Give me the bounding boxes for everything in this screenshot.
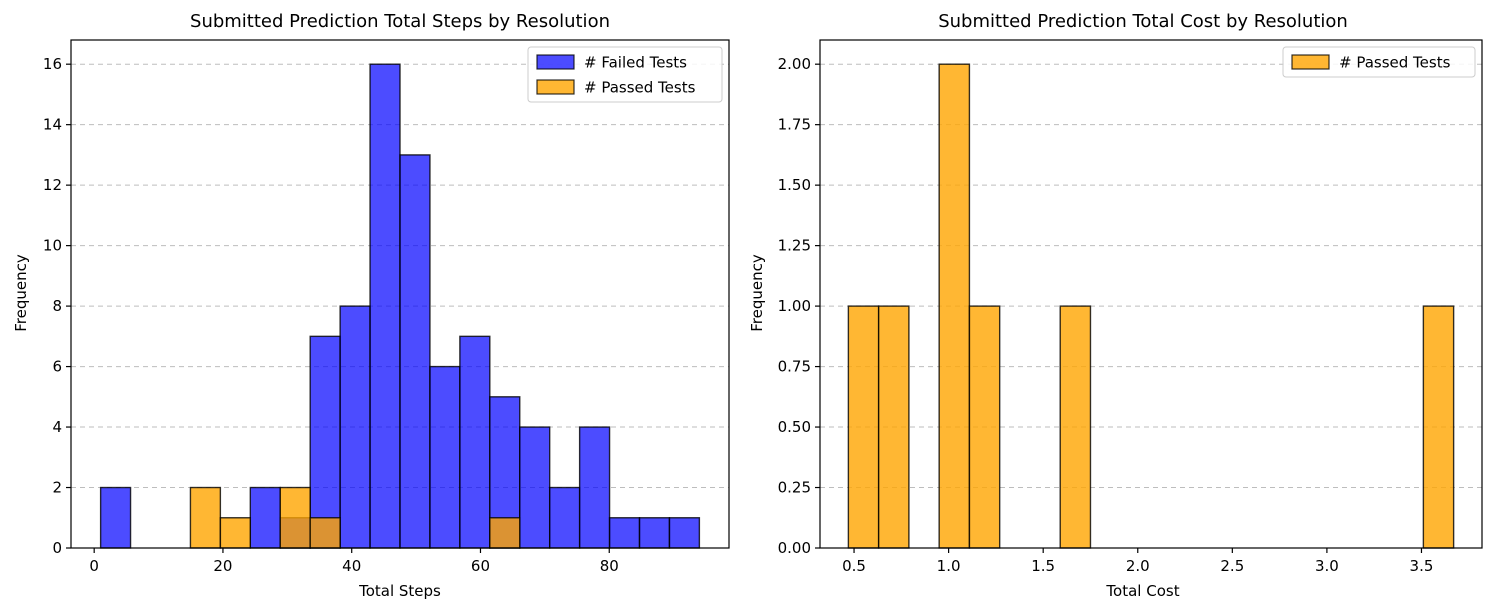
steps-x-tick-label: 60 bbox=[471, 557, 490, 575]
steps-bar-series-0 bbox=[369, 63, 401, 549]
cost-y-axis-label: Frequency bbox=[748, 254, 766, 332]
cost-y-tick-label: 1.25 bbox=[778, 237, 811, 255]
steps-y-tick-label: 14 bbox=[43, 116, 62, 134]
steps-bar-series-0 bbox=[429, 365, 461, 549]
cost-x-axis-label: Total Cost bbox=[1105, 582, 1179, 600]
steps-bar-series-0 bbox=[309, 335, 341, 549]
steps-y-tick-label: 6 bbox=[52, 358, 62, 376]
cost-chart-title: Submitted Prediction Total Cost by Resol… bbox=[938, 11, 1348, 32]
cost-y-ticks: 0.00 0.25 0.50 0.75 1.00 1.25 1.50 1.75 2.00 bbox=[778, 55, 820, 557]
cost-y-tick-label: 0.00 bbox=[778, 539, 811, 557]
steps-bar-series-0 bbox=[519, 426, 551, 549]
steps-x-tick-label: 20 bbox=[213, 557, 232, 575]
steps-y-axis-label: Frequency bbox=[12, 254, 30, 332]
cost-x-tick-label: 3.5 bbox=[1410, 557, 1434, 575]
cost-x-ticks: 0.5 1.0 1.5 2.0 2.5 3.0 3.5 bbox=[842, 548, 1433, 575]
steps-bar-series-0 bbox=[99, 486, 132, 549]
cost-x-tick-label: 1.5 bbox=[1031, 557, 1055, 575]
steps-y-tick-label: 12 bbox=[43, 176, 62, 194]
steps-legend-swatch bbox=[536, 79, 575, 95]
steps-y-tick-label: 10 bbox=[43, 237, 62, 255]
steps-bar-series-1 bbox=[489, 517, 521, 549]
steps-histogram-panel: Submitted Prediction Total Steps by Reso… bbox=[12, 11, 730, 600]
cost-y-tick-label: 2.00 bbox=[778, 55, 811, 73]
cost-bar-series-0 bbox=[968, 305, 1001, 549]
steps-bar-series-0 bbox=[668, 517, 701, 549]
cost-x-tick-label: 1.0 bbox=[937, 557, 961, 575]
steps-x-tick-label: 40 bbox=[342, 557, 361, 575]
cost-histogram-panel: Submitted Prediction Total Cost by Resol… bbox=[748, 11, 1483, 600]
cost-bar-series-0 bbox=[938, 63, 971, 549]
cost-legend-box bbox=[1282, 46, 1476, 78]
cost-legend: # Passed Tests bbox=[1282, 46, 1476, 78]
steps-bars bbox=[99, 63, 701, 549]
cost-bar-series-0 bbox=[877, 305, 910, 549]
cost-bar-series-0 bbox=[1422, 305, 1455, 549]
cost-bar-series-0 bbox=[1059, 305, 1092, 549]
steps-legend-swatch bbox=[536, 54, 575, 70]
cost-x-tick-label: 2.0 bbox=[1126, 557, 1150, 575]
steps-bar-series-1 bbox=[309, 517, 341, 549]
steps-x-ticks: 0 20 40 60 80 bbox=[89, 548, 619, 575]
steps-legend: # Failed Tests # Passed Tests bbox=[527, 46, 723, 103]
cost-bars bbox=[847, 63, 1455, 549]
steps-x-tick-label: 0 bbox=[89, 557, 99, 575]
steps-bar-series-0 bbox=[249, 486, 281, 549]
cost-legend-swatch bbox=[1291, 54, 1330, 70]
cost-grid bbox=[820, 63, 1482, 549]
cost-plot-frame bbox=[819, 39, 1483, 549]
steps-x-axis-label: Total Steps bbox=[358, 582, 441, 600]
cost-y-tick-label: 1.50 bbox=[778, 176, 811, 194]
steps-legend-label: # Failed Tests bbox=[584, 54, 687, 72]
steps-x-tick-label: 80 bbox=[600, 557, 619, 575]
steps-bar-series-0 bbox=[459, 335, 491, 549]
steps-legend-label: # Passed Tests bbox=[584, 79, 696, 97]
steps-y-tick-label: 4 bbox=[52, 418, 62, 436]
steps-bar-series-0 bbox=[608, 517, 641, 549]
steps-bar-series-1 bbox=[189, 486, 222, 549]
cost-y-tick-label: 0.25 bbox=[778, 479, 811, 497]
steps-y-tick-label: 16 bbox=[43, 55, 62, 73]
cost-x-tick-label: 2.5 bbox=[1220, 557, 1244, 575]
cost-x-tick-label: 3.0 bbox=[1315, 557, 1339, 575]
steps-bar-series-0 bbox=[548, 486, 581, 549]
steps-bar-series-0 bbox=[339, 305, 371, 549]
steps-y-tick-label: 2 bbox=[52, 479, 62, 497]
steps-y-ticks: 0 2 4 6 8 10 12 14 16 bbox=[43, 55, 71, 557]
cost-x-tick-label: 0.5 bbox=[842, 557, 866, 575]
steps-y-tick-label: 0 bbox=[52, 539, 62, 557]
steps-plot-frame bbox=[70, 39, 730, 549]
steps-y-tick-label: 8 bbox=[52, 297, 62, 315]
cost-y-tick-label: 0.50 bbox=[778, 418, 811, 436]
cost-bar-series-0 bbox=[847, 305, 880, 549]
steps-chart-title: Submitted Prediction Total Steps by Reso… bbox=[190, 11, 610, 32]
steps-legend-box bbox=[527, 46, 723, 103]
cost-y-tick-label: 0.75 bbox=[778, 358, 811, 376]
cost-legend-label: # Passed Tests bbox=[1339, 54, 1451, 72]
cost-y-tick-label: 1.75 bbox=[778, 116, 811, 134]
cost-y-tick-label: 1.00 bbox=[778, 297, 811, 315]
steps-bar-series-0 bbox=[638, 517, 671, 549]
steps-bar-series-0 bbox=[399, 154, 431, 549]
steps-bar-series-1 bbox=[219, 517, 252, 549]
steps-bar-series-1 bbox=[279, 486, 311, 549]
steps-bar-series-0 bbox=[578, 426, 611, 549]
